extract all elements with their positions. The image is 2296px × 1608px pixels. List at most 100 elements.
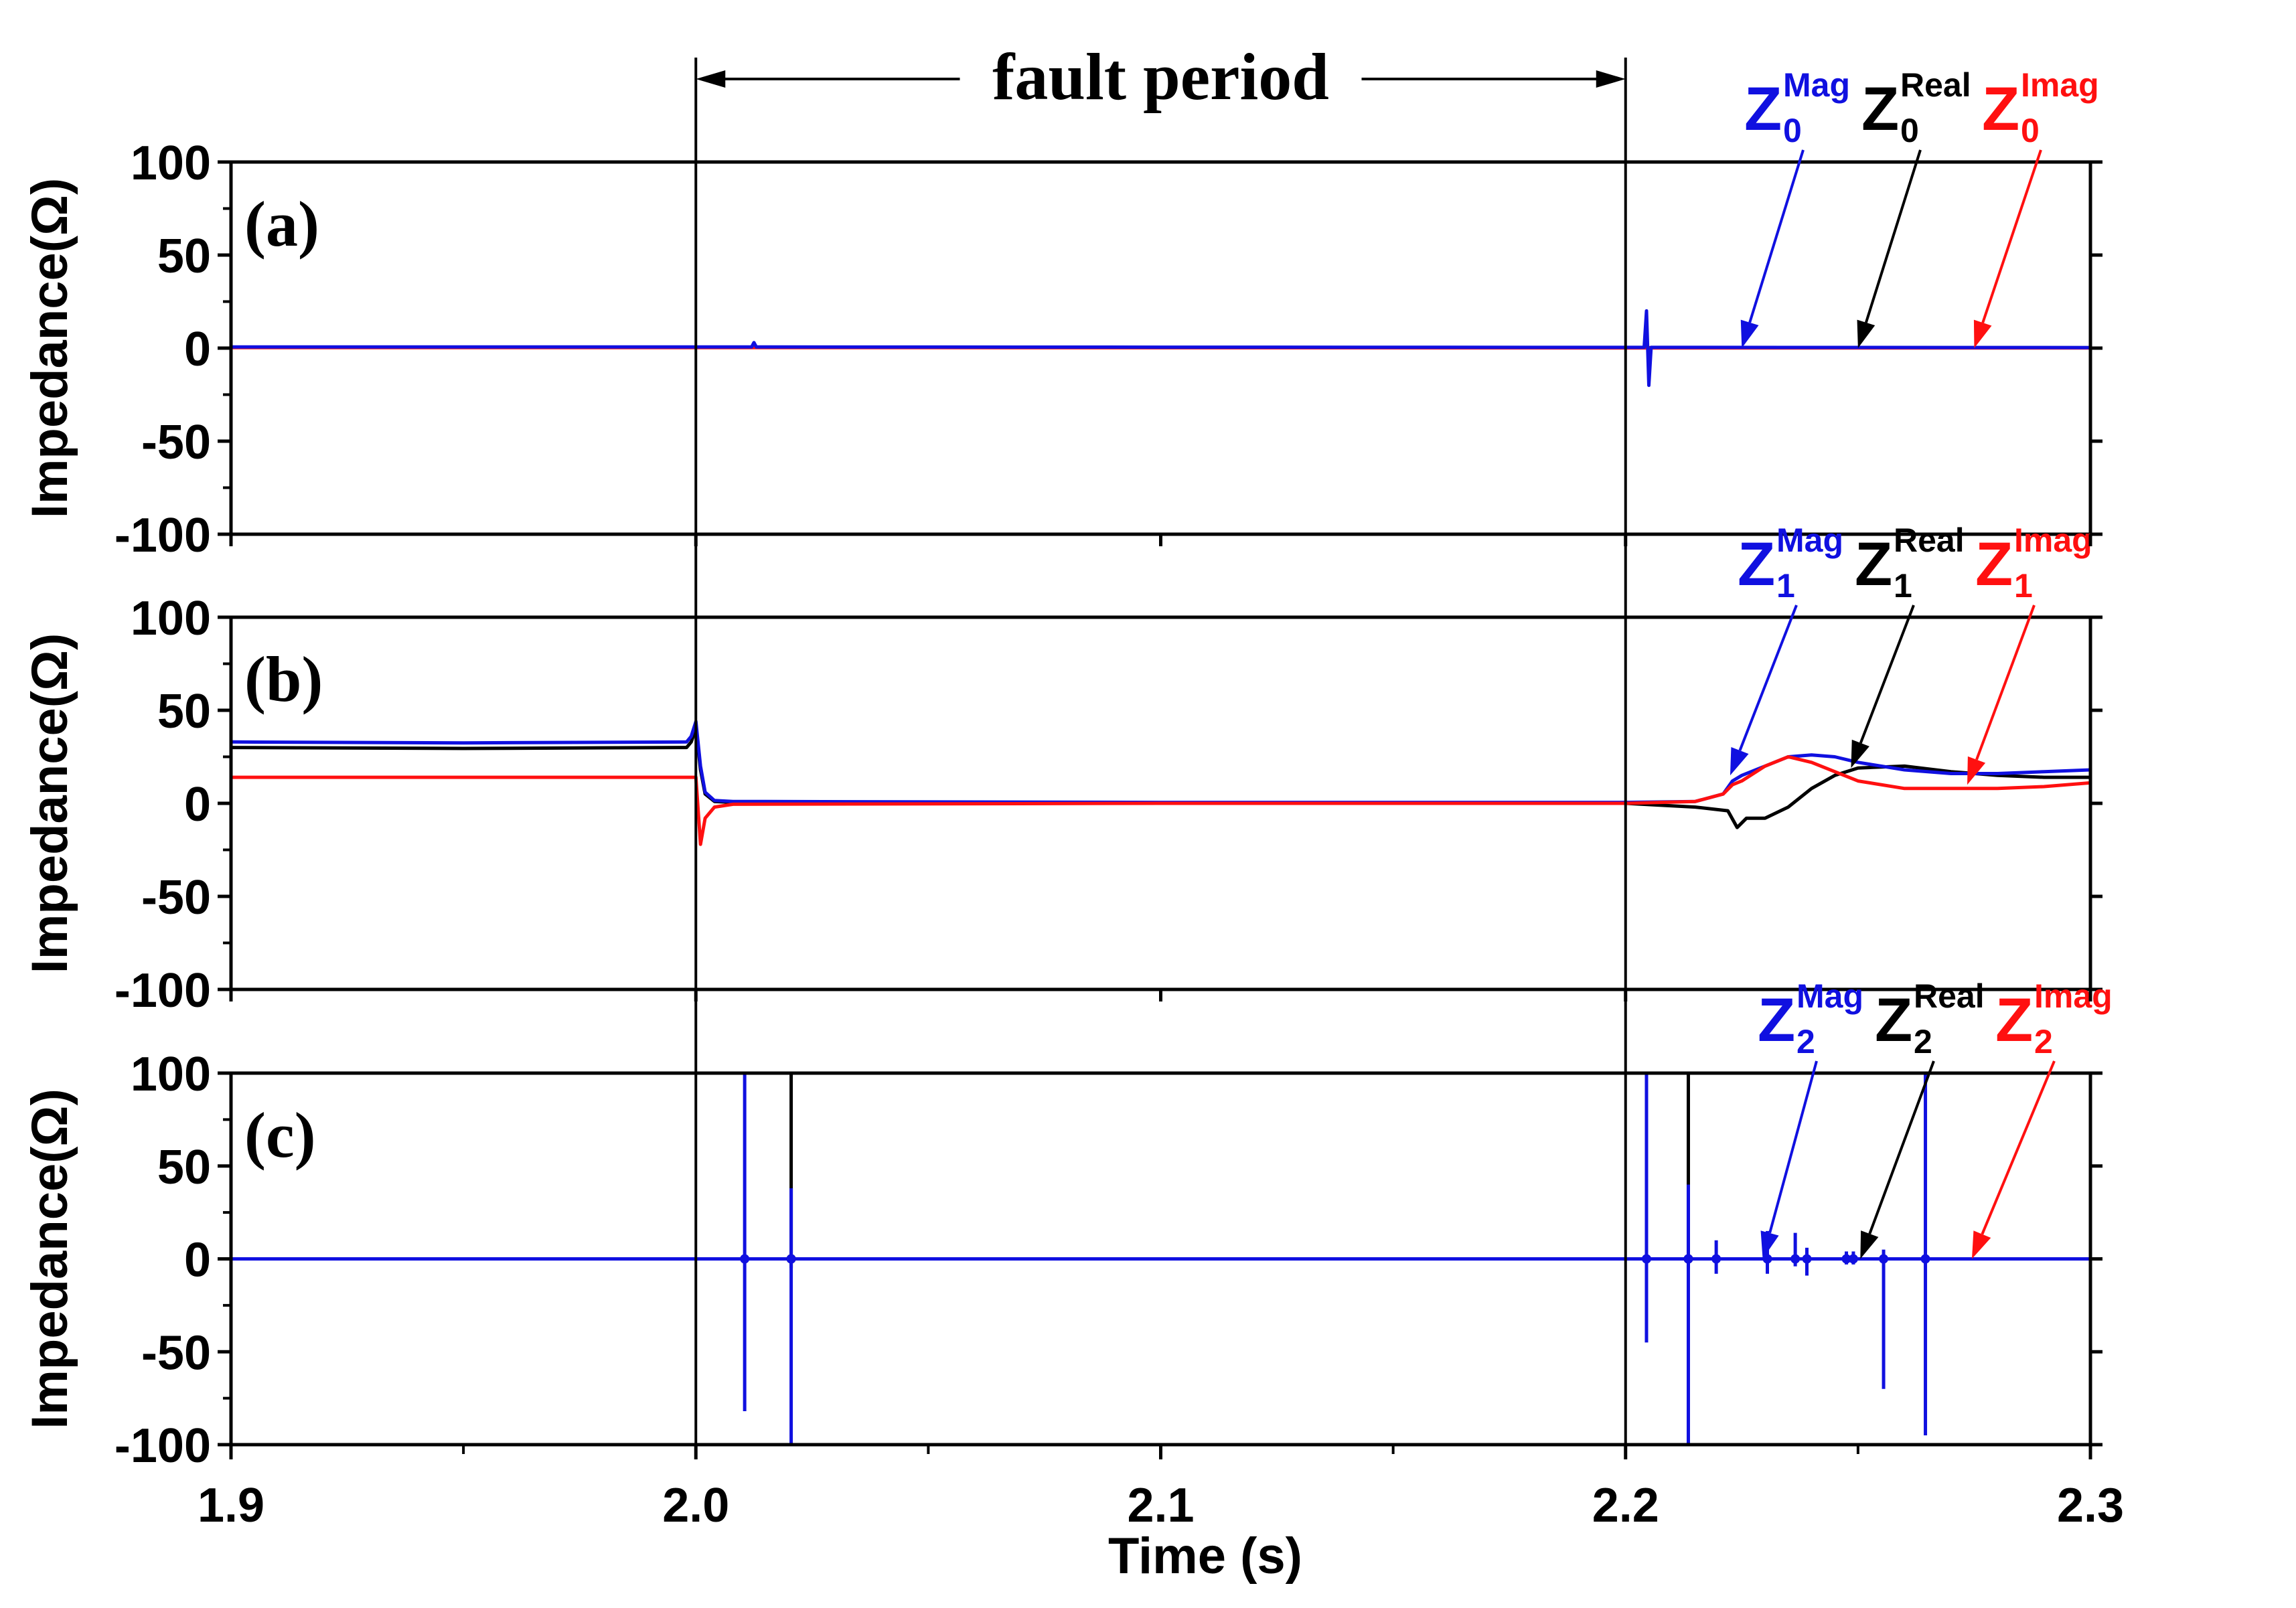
y-tick-label: 0 [184, 323, 211, 376]
arrow-line [1975, 605, 2036, 760]
arrow-head [1730, 746, 1749, 776]
spike-dot [1683, 1254, 1693, 1264]
series-label-sub: 0 [1783, 112, 1802, 149]
fault-arrow-right [1596, 70, 1626, 88]
y-axis-title: Impedance(Ω) [21, 178, 78, 519]
series-label-sup: Imag [2034, 977, 2113, 1015]
arrow-head [1851, 739, 1869, 769]
series-label-real: Z Real 2 [1860, 977, 1985, 1259]
y-tick-label: 100 [131, 137, 211, 190]
spike-dot [1641, 1254, 1651, 1264]
fault-period-annotation: fault period [694, 39, 1627, 1445]
arrow-line [1748, 149, 1805, 323]
series-label-sup: Imag [2021, 66, 2099, 104]
series-label-sup: Real [1914, 977, 1985, 1015]
arrow-head [1860, 1230, 1879, 1259]
spike-dot [1762, 1254, 1772, 1264]
series-label-sup: Real [1894, 521, 1965, 559]
x-tick-label: 2.2 [1592, 1479, 1659, 1532]
x-tick-label: 2.3 [2057, 1479, 2124, 1532]
series-label-base: Z [1982, 75, 2019, 143]
series-label-base: Z [1738, 530, 1775, 598]
y-axis-title: Impedance(Ω) [21, 633, 78, 974]
y-tick-label: 100 [131, 592, 211, 645]
y-tick-label: -50 [141, 416, 211, 469]
y-tick-label: 50 [157, 1141, 211, 1194]
series-label-base: Z [1861, 75, 1899, 143]
series-label-base: Z [1744, 75, 1782, 143]
series-label-imag: Z Imag 2 [1971, 977, 2113, 1259]
arrow-line [1738, 605, 1798, 751]
y-tick-label: 100 [131, 1048, 211, 1101]
arrow-line [1981, 149, 2042, 323]
series-label-sup: Real [1900, 66, 1971, 104]
y-tick-label: -100 [114, 964, 211, 1018]
series-label-base: Z [1758, 986, 1795, 1054]
series-label-base: Z [1875, 986, 1912, 1054]
x-tick-label: 2.1 [1127, 1479, 1194, 1532]
x-tick-label: 2.0 [662, 1479, 729, 1532]
series-label-real: Z Real 1 [1851, 521, 1965, 769]
spike-dot [786, 1254, 796, 1264]
spike-dot [1711, 1254, 1721, 1264]
series-label-sub: 2 [1914, 1023, 1932, 1060]
panel-label: (b) [244, 643, 323, 715]
y-tick-label: -100 [114, 1419, 211, 1473]
arrow-line [1981, 1060, 2056, 1235]
y-axis-title: Impedance(Ω) [21, 1089, 78, 1429]
series-line-mag [231, 309, 2090, 388]
y-tick-label: 0 [184, 778, 211, 831]
series-label-sup: Imag [2014, 521, 2092, 559]
spike-dot [1848, 1254, 1858, 1264]
series-line-imag [231, 755, 2090, 846]
series-label-sub: 1 [1776, 567, 1795, 605]
x-axis: 1.9 2.0 2.1 2.2 2.3 [198, 534, 2124, 1532]
spike-dot [1920, 1254, 1930, 1264]
series-label-sup: Mag [1776, 521, 1843, 559]
series-label-mag: Z Mag 0 [1740, 66, 1850, 348]
y-tick-label: 0 [184, 1234, 211, 1287]
arrow-head [1967, 756, 1986, 785]
series-label-imag: Z Imag 0 [1973, 66, 2099, 348]
series-label-imag: Z Imag 1 [1967, 521, 2092, 785]
spike-dot [1790, 1254, 1801, 1264]
fault-arrow-left [696, 70, 726, 88]
series-label-sub: 0 [2021, 112, 2040, 149]
series-label-base: Z [1855, 530, 1892, 598]
series-label-base: Z [1995, 986, 2033, 1054]
spike-dot [740, 1254, 750, 1264]
x-axis-title: Time (s) [1108, 1528, 1302, 1585]
spike-dot [1841, 1254, 1851, 1264]
arrow-head [1740, 319, 1759, 348]
series-label-sup: Mag [1796, 977, 1863, 1015]
fault-label-bg [960, 39, 1362, 106]
series-label-sub: 2 [1796, 1023, 1815, 1060]
series-label-sub: 1 [1894, 567, 1912, 605]
arrow-line [1868, 1060, 1935, 1234]
arrow-head [1973, 319, 1992, 348]
series-label-sub: 0 [1900, 112, 1919, 149]
arrow-line [1864, 149, 1922, 323]
arrow-head [1971, 1230, 1991, 1259]
y-tick-label: -50 [141, 871, 211, 924]
arrow-head [1857, 319, 1876, 348]
panel-label: (c) [244, 1099, 316, 1171]
series-label-mag: Z Mag 1 [1730, 521, 1843, 776]
spike-dot [1802, 1254, 1812, 1264]
series-label-sup: Mag [1783, 66, 1850, 104]
y-tick-label: 50 [157, 230, 211, 283]
y-tick-label: -50 [141, 1326, 211, 1380]
fault-period-label: fault period [992, 39, 1329, 114]
y-tick-label: 50 [157, 685, 211, 738]
panel-label: (a) [244, 188, 319, 260]
arrow-line [1768, 1060, 1818, 1234]
y-tick-label: -100 [114, 509, 211, 562]
series-label-sub: 2 [2034, 1023, 2053, 1060]
series-label-base: Z [1975, 530, 2013, 598]
series-label-sub: 1 [2014, 567, 2033, 605]
series-label-mag: Z Mag 2 [1758, 977, 1863, 1259]
